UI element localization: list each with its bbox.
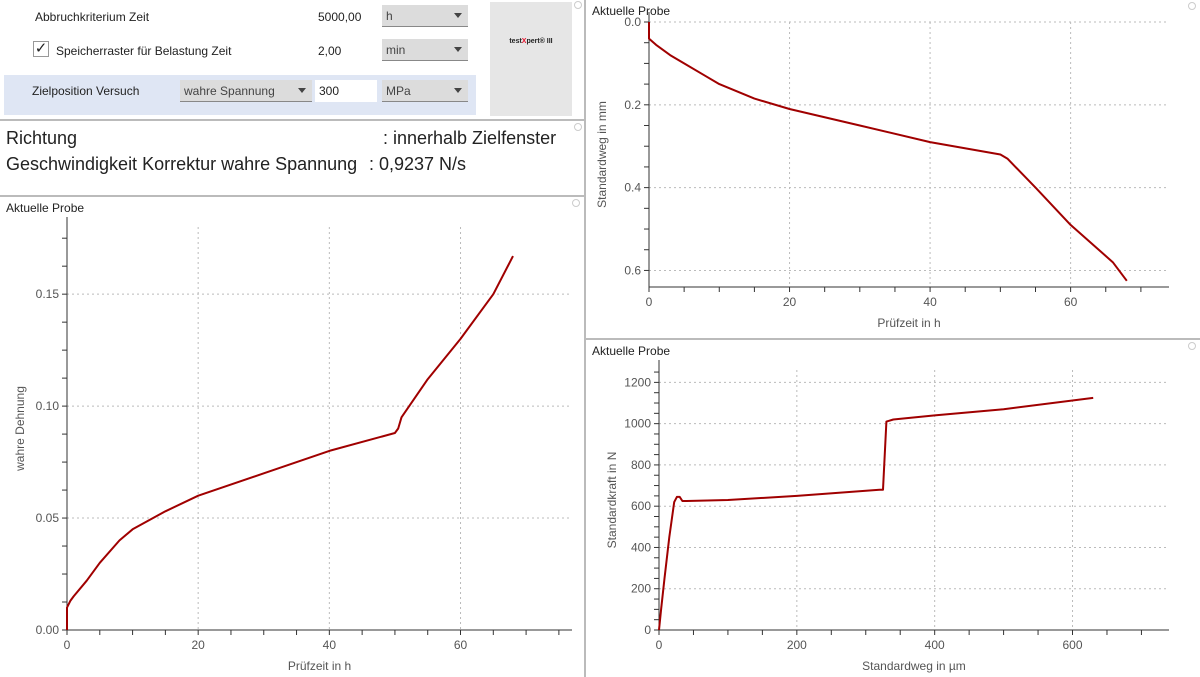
y-axis-label: Standardkraft in N xyxy=(605,452,619,549)
ziel-unit-value: MPa xyxy=(386,84,411,98)
y-tick-label: 600 xyxy=(631,499,651,513)
status-panel: Richtung : innerhalb Zielfenster Geschwi… xyxy=(0,121,585,196)
x-tick-label: 40 xyxy=(923,295,937,309)
y-axis-label: wahre Dehnung xyxy=(13,386,27,472)
divider xyxy=(0,195,585,197)
richtung-value: : innerhalb Zielfenster xyxy=(383,128,557,148)
zoom-icon[interactable] xyxy=(574,1,582,9)
divider xyxy=(0,119,585,121)
x-tick-label: 200 xyxy=(787,638,807,652)
x-tick-label: 0 xyxy=(656,638,663,652)
chart-kraft-vs-weg: Aktuelle Probe 0 200 400 600 0 200 400 600 800 100… xyxy=(592,342,1196,673)
y-tick-label: 0.2 xyxy=(624,98,641,112)
x-tick-label: 0 xyxy=(64,638,71,652)
testxpert-logo: testXpert® III xyxy=(490,2,572,116)
x-axis-label: Prüfzeit in h xyxy=(288,659,351,673)
x-tick-label: 400 xyxy=(925,638,945,652)
data-series-line xyxy=(658,396,1094,631)
y-tick-label: 0.00 xyxy=(36,623,60,637)
x-tick-label: 0 xyxy=(646,295,653,309)
chart-title: Aktuelle Probe xyxy=(592,4,670,18)
speicher-value[interactable]: 2,00 xyxy=(318,44,342,58)
zoom-icon[interactable] xyxy=(574,123,582,131)
chart-weg-vs-zeit: Aktuelle Probe 0 20 40 60 0.0 0.2 0.4 0.6 Prüfzei… xyxy=(592,2,1196,330)
x-tick-label: 20 xyxy=(191,638,205,652)
ziel-unit-dropdown[interactable]: MPa xyxy=(382,80,468,102)
chevron-down-icon xyxy=(454,47,462,52)
zoom-icon xyxy=(1188,2,1196,10)
chart-dehnung-vs-zeit: Aktuelle Probe 0 20 40 60 0.00 0.05 0.10 0.15 Prü… xyxy=(6,199,580,673)
logo-text-post: pert® III xyxy=(526,38,553,45)
ziel-value-input[interactable]: 300 xyxy=(315,80,377,102)
divider xyxy=(584,0,586,677)
zoom-icon xyxy=(572,199,580,207)
y-tick-label: 0.15 xyxy=(36,287,60,301)
y-tick-label: 0.10 xyxy=(36,399,60,413)
speicher-checkbox[interactable]: ✓ xyxy=(33,41,49,57)
y-tick-label: 200 xyxy=(631,582,651,596)
x-tick-label: 20 xyxy=(783,295,797,309)
form-panel: Abbruchkriterium Zeit 5000,00 h ✓ Speich… xyxy=(0,0,585,120)
ziel-quantity-dropdown[interactable]: wahre Spannung xyxy=(180,80,312,102)
y-tick-label: 0 xyxy=(644,623,651,637)
abbruch-unit-dropdown[interactable]: h xyxy=(382,5,468,27)
speicher-label: Speicherraster für Belastung Zeit xyxy=(56,44,232,58)
abbruch-label: Abbruchkriterium Zeit xyxy=(35,10,150,24)
speicher-unit-value: min xyxy=(386,43,406,57)
x-tick-label: 40 xyxy=(323,638,337,652)
chart-title: Aktuelle Probe xyxy=(592,344,670,358)
speicher-unit-dropdown[interactable]: min xyxy=(382,39,468,61)
y-axis-label: Standardweg in mm xyxy=(595,101,609,208)
chart-title: Aktuelle Probe xyxy=(6,201,84,215)
x-axis-label: Prüfzeit in h xyxy=(877,316,940,330)
chevron-down-icon xyxy=(454,13,462,18)
y-tick-label: 1000 xyxy=(624,417,651,431)
data-series-line xyxy=(66,255,514,630)
divider xyxy=(586,338,1200,340)
logo-text: test xyxy=(509,38,522,45)
richtung-label: Richtung xyxy=(6,128,78,148)
x-tick-label: 60 xyxy=(1064,295,1078,309)
chevron-down-icon xyxy=(298,88,306,93)
ziel-quantity-value: wahre Spannung xyxy=(184,84,275,98)
ziel-label: Zielposition Versuch xyxy=(32,84,140,98)
zoom-icon xyxy=(1188,342,1196,350)
y-tick-label: 0.6 xyxy=(624,263,641,277)
y-tick-label: 1200 xyxy=(624,375,651,389)
x-tick-label: 60 xyxy=(454,638,468,652)
data-series-line xyxy=(648,22,1128,282)
y-tick-label: 400 xyxy=(631,540,651,554)
logo-text-x: X xyxy=(521,38,527,45)
abbruch-unit-value: h xyxy=(386,9,393,23)
y-tick-label: 0.05 xyxy=(36,511,60,525)
geschw-value: : 0,9237 N/s xyxy=(369,154,467,174)
x-axis-label: Standardweg in µm xyxy=(862,659,966,673)
chevron-down-icon xyxy=(454,88,462,93)
checkmark-icon: ✓ xyxy=(34,40,48,57)
y-tick-label: 800 xyxy=(631,458,651,472)
geschw-label: Geschwindigkeit Korrektur wahre Spannung xyxy=(6,154,358,174)
x-tick-label: 600 xyxy=(1062,638,1082,652)
y-tick-label: 0.0 xyxy=(624,15,641,29)
abbruch-value[interactable]: 5000,00 xyxy=(318,10,362,24)
y-tick-label: 0.4 xyxy=(624,181,641,195)
